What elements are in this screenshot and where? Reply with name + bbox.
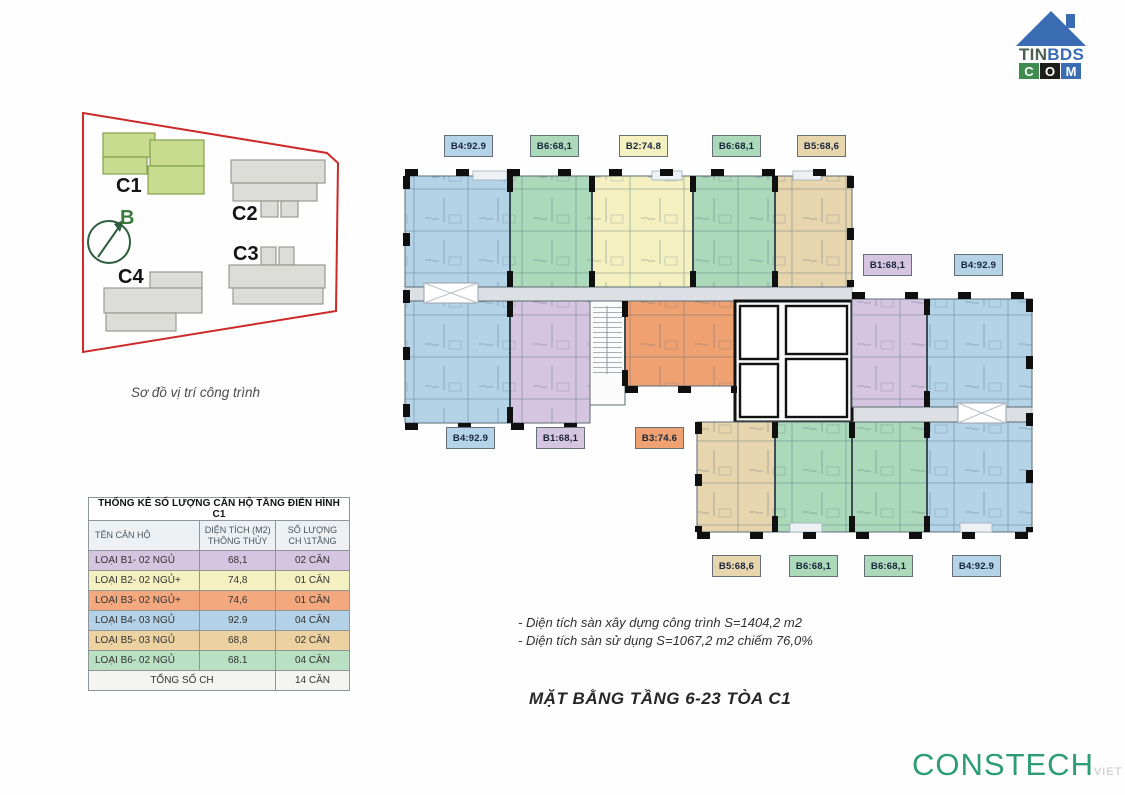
- table-title: THỐNG KÊ SỐ LƯỢNG CĂN HỘ TẦNG ĐIỂN HÌNH …: [88, 497, 350, 521]
- unit-chip: B5:68,6: [712, 555, 761, 577]
- upper-wing-top-row: [404, 175, 853, 288]
- table-row: LOẠI B2- 02 NGỦ+ 74,8 01 CĂN: [87, 570, 351, 591]
- unit-chip: B1:68,1: [863, 254, 912, 276]
- floor-plan: [403, 169, 1033, 539]
- upper-wing-bottom-row: [404, 300, 736, 424]
- table-row: LOẠI B1- 02 NGỦ 68,1 02 CĂN: [87, 550, 351, 571]
- svg-text:TINBDS: TINBDS: [1019, 45, 1084, 64]
- logo-word-bds: BDS: [1047, 45, 1084, 64]
- total-label: TỔNG SỐ CH: [88, 670, 276, 691]
- logo-tile-c: C: [1024, 64, 1034, 79]
- col-header-name: TÊN CĂN HỘ: [87, 520, 201, 551]
- unit-chip: B2:74.8: [619, 135, 668, 157]
- label-c2: C2: [232, 203, 258, 225]
- logo-tile-m: M: [1066, 64, 1077, 79]
- building-c2: [230, 159, 326, 218]
- stair-core: [589, 300, 626, 406]
- unit-chip: B3:74.6: [635, 427, 684, 449]
- unit-chip: B6:68,1: [864, 555, 913, 577]
- unit-chip: B4:92.9: [444, 135, 493, 157]
- house-chimney-icon: [1066, 14, 1075, 28]
- lift-cross-marks: [423, 282, 1007, 424]
- lower-wing-top-row: [851, 298, 1033, 408]
- unit-chip: B4:92.9: [446, 427, 495, 449]
- site-boundary: [82, 111, 340, 354]
- compass-north-label: B: [120, 207, 134, 229]
- building-c3: [228, 246, 326, 305]
- constech-logo: CONSTECHVIET NAM: [912, 747, 1125, 783]
- north-compass-icon: [87, 220, 131, 264]
- lower-wing-bottom-row: [696, 421, 1033, 533]
- house-roof-icon: [1016, 11, 1086, 46]
- unit-chip: B6:68,1: [712, 135, 761, 157]
- label-c1: C1: [116, 175, 142, 197]
- table-row: LOẠI B4- 03 NGỦ 92.9 04 CĂN: [87, 610, 351, 631]
- logo-tile-o: O: [1045, 64, 1055, 79]
- building-c4: [103, 271, 203, 332]
- note-line: - Diện tích sàn sử dụng S=1067,2 m2 chiế…: [518, 633, 813, 648]
- unit-chip: B4:92.9: [954, 254, 1003, 276]
- total-value: 14 CĂN: [274, 670, 351, 691]
- unit-statistics-table: THỐNG KÊ SỐ LƯỢNG CĂN HỘ TẦNG ĐIỂN HÌNH …: [87, 497, 351, 691]
- label-c3: C3: [233, 243, 259, 265]
- table-row: LOẠI B5- 03 NGỦ 68,8 02 CĂN: [87, 630, 351, 651]
- label-c4: C4: [118, 266, 144, 288]
- unit-chip: B5:68,6: [797, 135, 846, 157]
- elevator-core: [733, 299, 854, 424]
- table-row: LOẠI B6- 02 NGỦ 68.1 04 CĂN: [87, 650, 351, 671]
- constech-suffix: VIET NAM: [1093, 766, 1125, 778]
- unit-chip: B4:92.9: [952, 555, 1001, 577]
- tinbds-logo: TINBDS C O M: [1016, 11, 1086, 79]
- site-map: C1 C2 C3 C4 B: [82, 111, 340, 354]
- plan-title: MẶT BẰNG TẦNG 6-23 TÒA C1: [529, 689, 792, 708]
- table-row: LOẠI B3- 02 NGỦ+ 74,6 01 CĂN: [87, 590, 351, 611]
- note-line: - Diện tích sàn xây dựng công trình S=14…: [518, 615, 802, 630]
- col-header-area: DIỆN TÍCH (M2) THÔNG THỦY: [199, 520, 276, 551]
- table-total-row: TỔNG SỐ CH 14 CĂN: [88, 670, 351, 691]
- col-header-count: SỐ LƯỢNG CH \1TẦNG: [274, 520, 351, 551]
- building-c1: [102, 132, 205, 195]
- structural-walls: [403, 169, 1033, 539]
- site-map-caption: Sơ đồ vị trí công trình: [131, 385, 260, 400]
- logo-word-tin: TIN: [1019, 45, 1047, 64]
- constech-brand: CONSTECH: [912, 747, 1094, 782]
- area-notes: - Diện tích sàn xây dựng công trình S=14…: [518, 614, 813, 650]
- unit-chip: B6:68,1: [789, 555, 838, 577]
- unit-chip: B6:68,1: [530, 135, 579, 157]
- unit-chip: B1:68,1: [536, 427, 585, 449]
